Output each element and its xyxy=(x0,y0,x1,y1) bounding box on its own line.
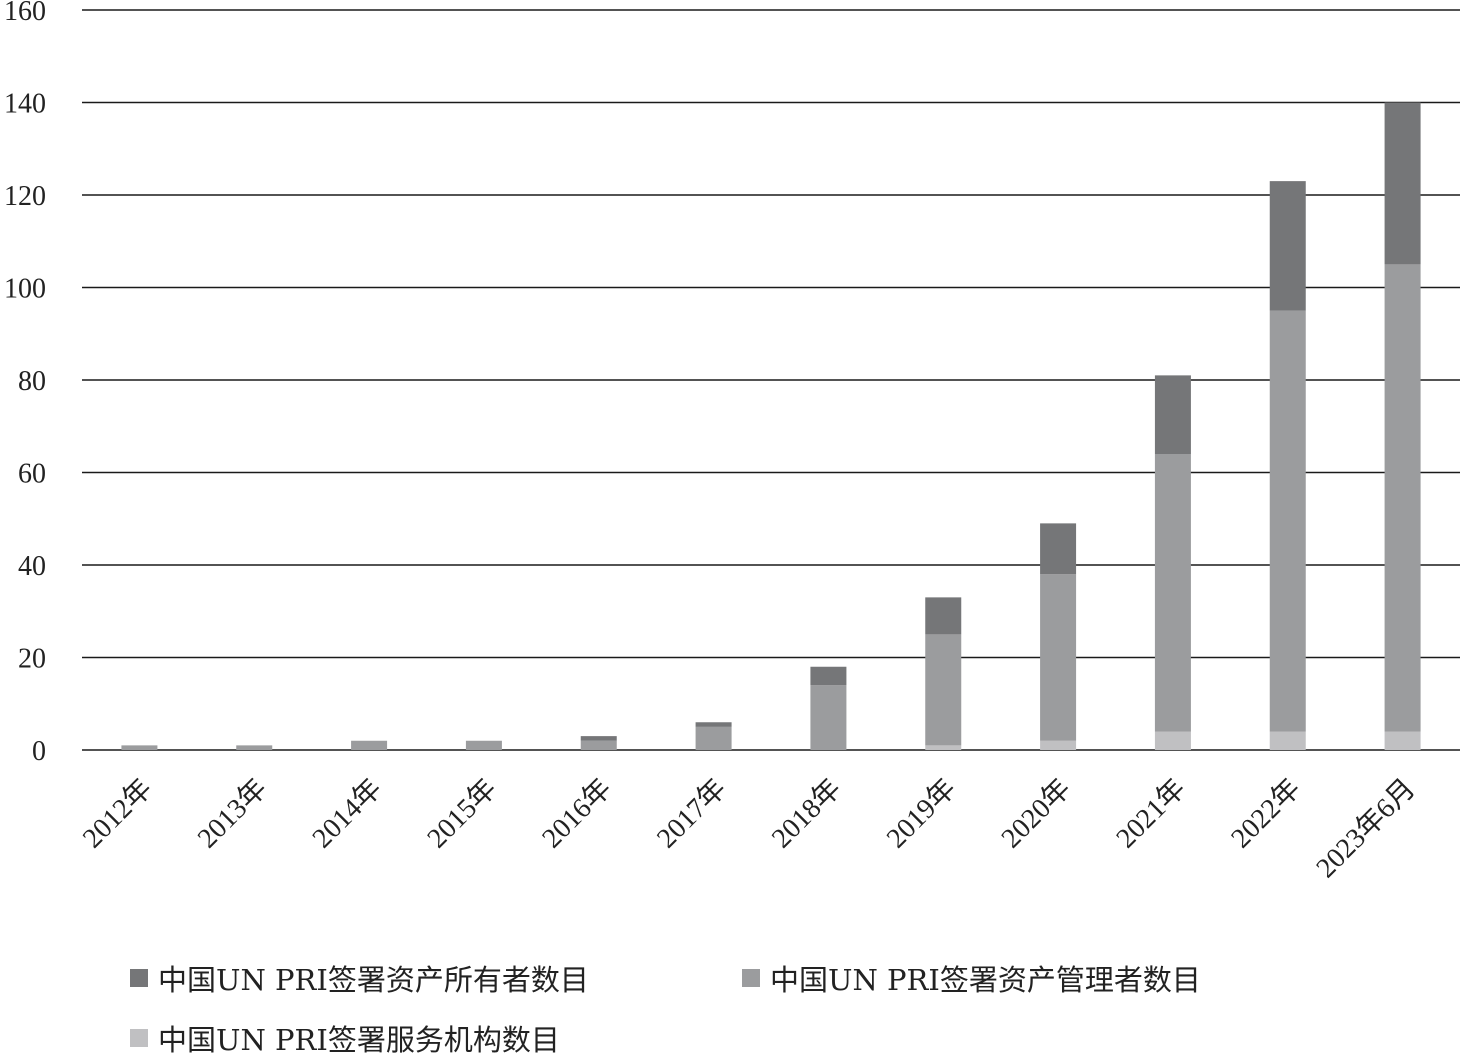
bar-segment-1 xyxy=(1269,310,1306,732)
bar-segment-2 xyxy=(1384,102,1421,265)
bar-segment-1 xyxy=(1040,574,1077,741)
y-tick-label: 20 xyxy=(18,644,46,675)
bar-stack-8 xyxy=(1040,523,1077,750)
bar-stack-7 xyxy=(925,597,962,750)
y-tick-label: 80 xyxy=(18,366,46,397)
y-axis-tick-labels: 0 20 40 60 80 100 120 140 160 xyxy=(4,0,46,767)
bar-segment-0 xyxy=(1154,731,1191,750)
bar-stack-2 xyxy=(351,740,388,750)
legend-label-owners: 中国UN PRI签署资产所有者数目 xyxy=(158,963,589,997)
x-category-label: 2023年6月 xyxy=(1310,772,1422,884)
bar-segment-0 xyxy=(925,745,962,750)
bar-segment-2 xyxy=(1154,375,1191,454)
bar-segment-1 xyxy=(121,745,158,750)
bar-segment-1 xyxy=(810,685,847,750)
bar-segment-2 xyxy=(695,722,732,727)
x-category-label: 2012年 xyxy=(76,772,158,854)
y-tick-label: 40 xyxy=(18,551,46,582)
y-tick-label: 100 xyxy=(4,274,46,305)
x-category-label: 2020年 xyxy=(995,772,1077,854)
legend-item-owners: 中国UN PRI签署资产所有者数目 xyxy=(130,955,589,1001)
y-tick-label: 140 xyxy=(4,89,46,120)
x-category-label: 2014年 xyxy=(306,772,388,854)
chart-legend: 中国UN PRI签署资产所有者数目 中国UN PRI签署资产管理者数目 中国UN… xyxy=(130,955,1430,1057)
bar-segment-1 xyxy=(580,740,617,750)
bar-segment-2 xyxy=(925,597,962,635)
bar-stack-3 xyxy=(465,740,502,750)
y-tick-label: 120 xyxy=(4,181,46,212)
x-category-label: 2017年 xyxy=(650,772,732,854)
bar-segment-2 xyxy=(1040,523,1077,575)
legend-label-services: 中国UN PRI签署服务机构数目 xyxy=(158,1023,560,1057)
bar-stack-0 xyxy=(121,745,158,750)
bar-segment-1 xyxy=(1384,264,1421,732)
bar-segment-2 xyxy=(580,736,617,741)
y-tick-label: 0 xyxy=(32,736,46,767)
bar-segment-0 xyxy=(1384,731,1421,750)
x-category-label: 2013年 xyxy=(191,772,273,854)
legend-swatch-services xyxy=(130,1029,148,1047)
x-category-label: 2015年 xyxy=(421,772,503,854)
bar-stack-1 xyxy=(236,745,273,750)
bar-segment-1 xyxy=(1154,454,1191,732)
legend-label-managers: 中国UN PRI签署资产管理者数目 xyxy=(770,963,1201,997)
x-category-label: 2018年 xyxy=(765,772,847,854)
bar-stack-11 xyxy=(1384,102,1421,750)
bar-segment-1 xyxy=(351,740,388,750)
x-category-label: 2016年 xyxy=(536,772,618,854)
bar-segment-2 xyxy=(810,666,847,686)
bar-segment-0 xyxy=(1040,740,1077,750)
bar-segment-1 xyxy=(695,726,732,750)
legend-swatch-owners xyxy=(130,969,148,987)
bar-stack-5 xyxy=(695,722,732,750)
bar-segment-1 xyxy=(925,634,962,746)
bar-stacks xyxy=(121,102,1421,750)
x-category-label: 2022年 xyxy=(1225,772,1307,854)
y-tick-label: 60 xyxy=(18,459,46,490)
bar-segment-2 xyxy=(1269,181,1306,311)
bar-segment-0 xyxy=(1269,731,1306,750)
bar-segment-1 xyxy=(236,745,273,750)
bar-stack-10 xyxy=(1269,181,1306,750)
grid-lines xyxy=(82,9,1460,751)
legend-item-services: 中国UN PRI签署服务机构数目 xyxy=(130,1015,560,1061)
legend-swatch-managers xyxy=(742,969,760,987)
x-category-label: 2019年 xyxy=(880,772,962,854)
legend-item-managers: 中国UN PRI签署资产管理者数目 xyxy=(742,955,1201,1001)
bar-stack-6 xyxy=(810,666,847,750)
bar-stack-4 xyxy=(580,736,617,750)
x-axis-category-labels: 2012年 2013年 2014年 2015年 2016年 2017年 2018年 2019年… xyxy=(76,772,1421,884)
y-tick-label: 160 xyxy=(4,0,46,27)
bar-stack-9 xyxy=(1154,375,1191,750)
x-category-label: 2021年 xyxy=(1110,772,1192,854)
bar-segment-1 xyxy=(465,740,502,750)
